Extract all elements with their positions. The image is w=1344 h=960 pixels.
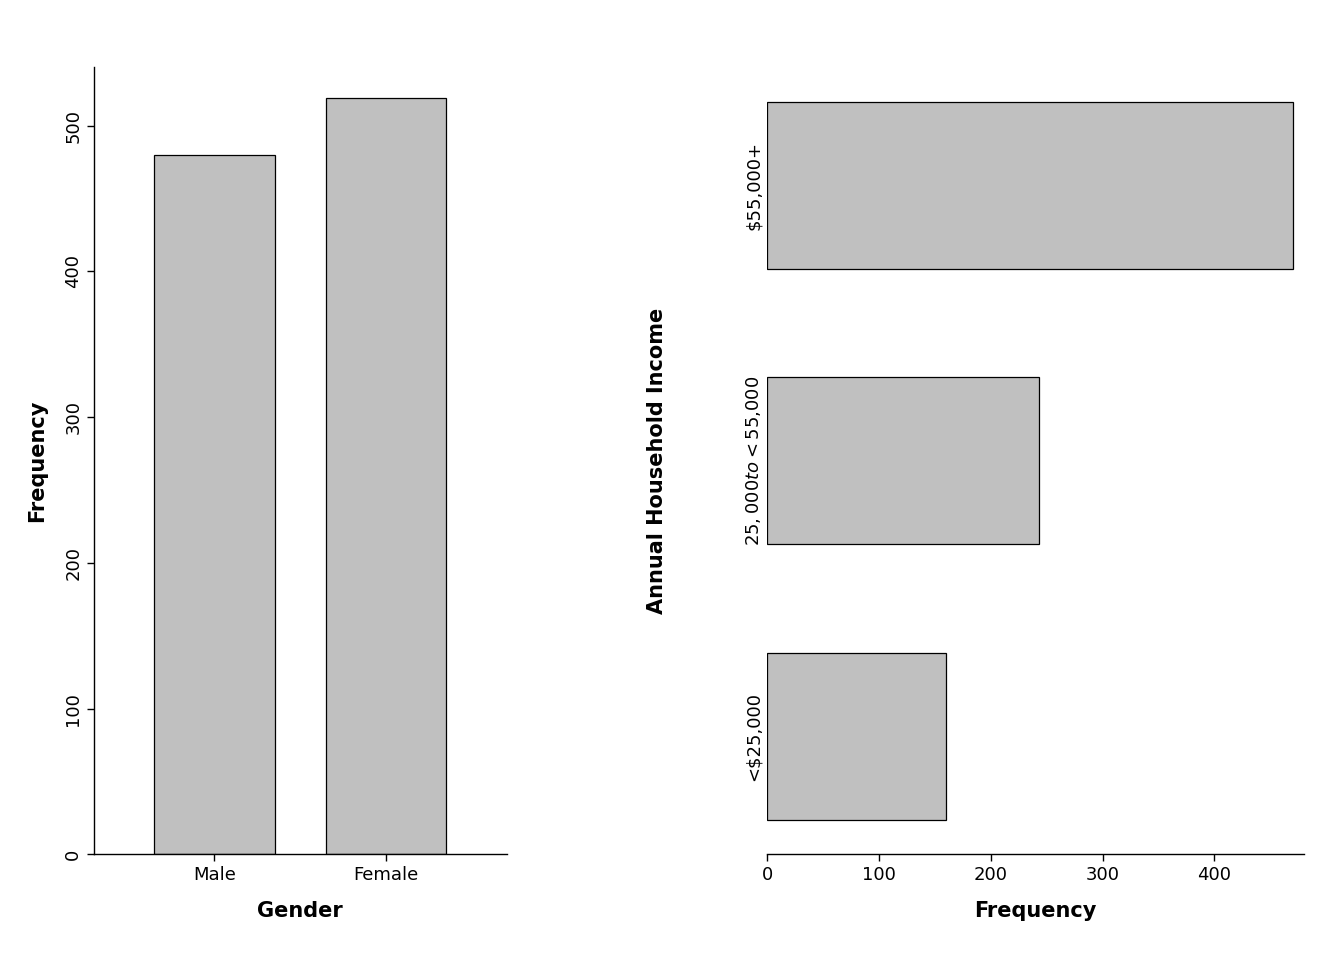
X-axis label: Frequency: Frequency [974,900,1097,921]
Bar [327,98,446,854]
Y-axis label: Annual Household Income: Annual Household Income [648,307,667,614]
X-axis label: Gender: Gender [258,900,343,921]
Bar [767,102,1293,269]
Bar [767,653,946,820]
Bar [155,155,274,854]
Y-axis label: Frequency: Frequency [28,399,47,522]
Bar [767,377,1039,544]
